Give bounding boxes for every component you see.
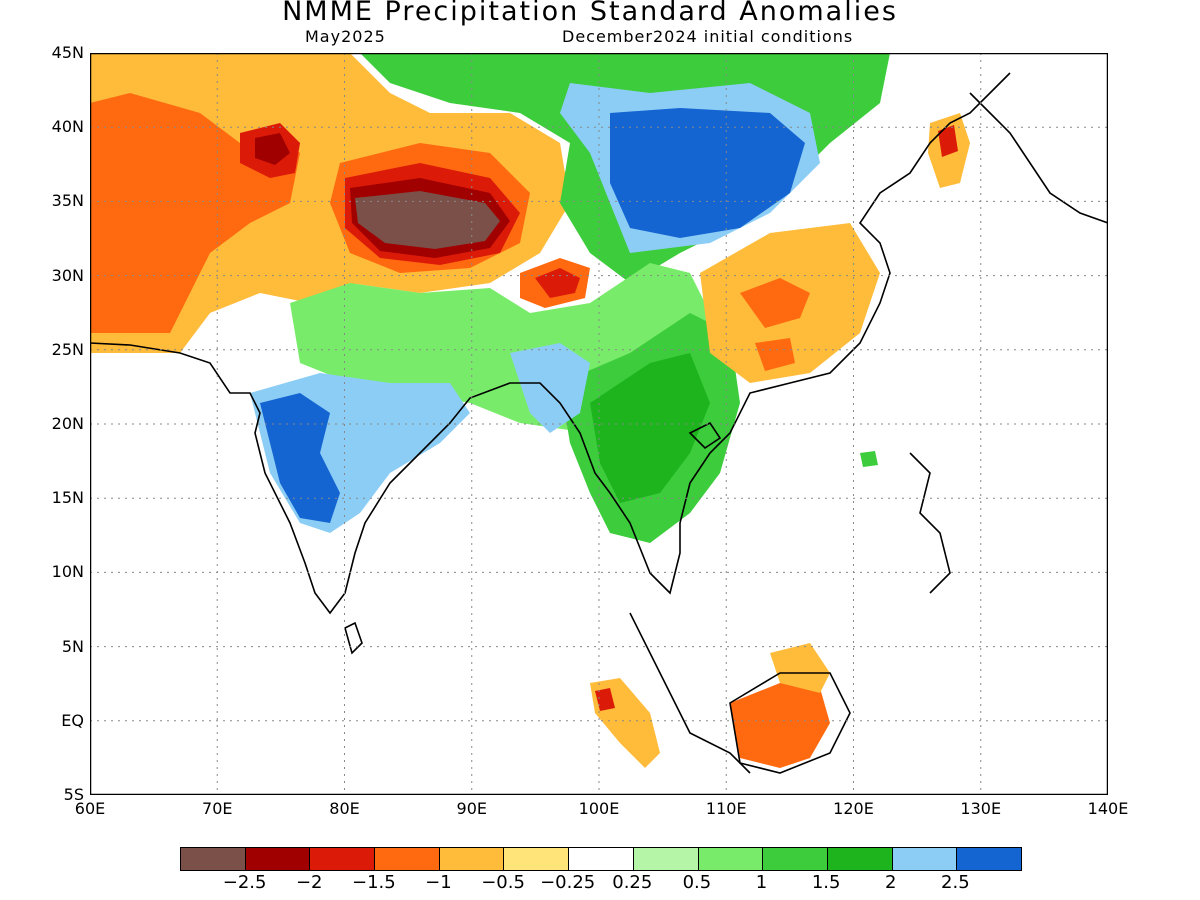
colorbar bbox=[180, 847, 1022, 871]
y-tick-label: 20N bbox=[51, 414, 84, 433]
x-tick-label: 100E bbox=[578, 799, 620, 818]
dry-field-borneo-edge bbox=[770, 643, 830, 693]
initial-conditions: December2024 initial conditions bbox=[562, 27, 854, 46]
y-tick-label: 30N bbox=[51, 265, 84, 285]
colorbar-label: 1 bbox=[755, 872, 768, 893]
dry-core-sumatra bbox=[595, 688, 615, 711]
y-tick-label: 45N bbox=[51, 43, 84, 62]
map-svg bbox=[90, 53, 1108, 795]
map-title: NMME Precipitation Standard Anomalies bbox=[282, 0, 898, 27]
wet-field-india-strong bbox=[260, 393, 340, 523]
y-tick-label: 35N bbox=[51, 191, 84, 211]
anomaly-fields bbox=[90, 53, 970, 768]
colorbar-label: −0.25 bbox=[540, 872, 596, 893]
coastlines bbox=[90, 72, 1108, 774]
colorbar-swatch bbox=[957, 848, 1021, 870]
dry-core-pamir-2 bbox=[255, 133, 290, 165]
colorbar-label: −2.5 bbox=[222, 872, 267, 893]
x-tick-label: 90E bbox=[456, 799, 487, 818]
colorbar-swatch bbox=[375, 848, 440, 870]
wet-field-indochina-strong bbox=[590, 353, 710, 503]
y-tick-label: 40N bbox=[51, 117, 84, 137]
wet-field-bangladesh bbox=[510, 343, 590, 433]
colorbar-swatch bbox=[181, 848, 246, 870]
y-tick-label: EQ bbox=[61, 710, 84, 730]
colorbar-swatch bbox=[439, 848, 505, 870]
dry-field-east-china-strong-2 bbox=[755, 338, 795, 371]
y-tick-label: 10N bbox=[51, 562, 84, 582]
colorbar-label: 0.5 bbox=[682, 872, 712, 893]
x-tick-label: 140E bbox=[1087, 799, 1129, 818]
colorbar-swatch bbox=[310, 848, 376, 870]
dry-field-tibet-core bbox=[355, 191, 500, 249]
x-tick-label: 80E bbox=[329, 799, 360, 818]
colorbar-label: −1 bbox=[425, 872, 452, 893]
colorbar-label: −2 bbox=[295, 872, 323, 893]
x-tick-label: 70E bbox=[202, 799, 233, 818]
x-tick-label: 130E bbox=[960, 799, 1002, 818]
colorbar-swatch bbox=[245, 848, 311, 870]
y-tick-label: 15N bbox=[51, 488, 84, 508]
colorbar-label: −1.5 bbox=[351, 872, 396, 893]
colorbar-swatch bbox=[763, 848, 828, 870]
colorbar-swatch bbox=[504, 848, 570, 870]
y-tick-label: 5S bbox=[63, 785, 84, 804]
wet-patch-philippines bbox=[860, 451, 878, 467]
y-tick-label: 25N bbox=[51, 339, 84, 359]
colorbar-label: 1.5 bbox=[811, 872, 841, 893]
precip-anomaly-map bbox=[90, 53, 1108, 795]
colorbar-label: −0.5 bbox=[481, 872, 525, 893]
y-tick-label: 5N bbox=[61, 636, 84, 656]
dry-field-east-china-strong bbox=[740, 278, 810, 328]
colorbar-swatch bbox=[827, 848, 893, 870]
dry-core-korea bbox=[938, 125, 958, 157]
colorbar-swatch bbox=[569, 848, 634, 870]
colorbar-label: 2 bbox=[885, 872, 897, 893]
x-tick-label: 60E bbox=[74, 799, 106, 818]
graticule bbox=[90, 53, 1108, 795]
colorbar-swatch bbox=[633, 848, 699, 870]
map-frame bbox=[90, 53, 1108, 795]
x-tick-label: 110E bbox=[705, 799, 747, 818]
valid-month: May2025 bbox=[305, 27, 386, 46]
x-tick-label: 120E bbox=[833, 799, 874, 818]
colorbar-label: 2.5 bbox=[941, 872, 970, 893]
colorbar-label: 0.25 bbox=[612, 872, 653, 893]
wet-field-mongolia-strong bbox=[610, 108, 805, 238]
dry-field-borneo bbox=[730, 683, 830, 768]
colorbar-swatch bbox=[698, 848, 764, 870]
colorbar-swatch bbox=[892, 848, 958, 870]
